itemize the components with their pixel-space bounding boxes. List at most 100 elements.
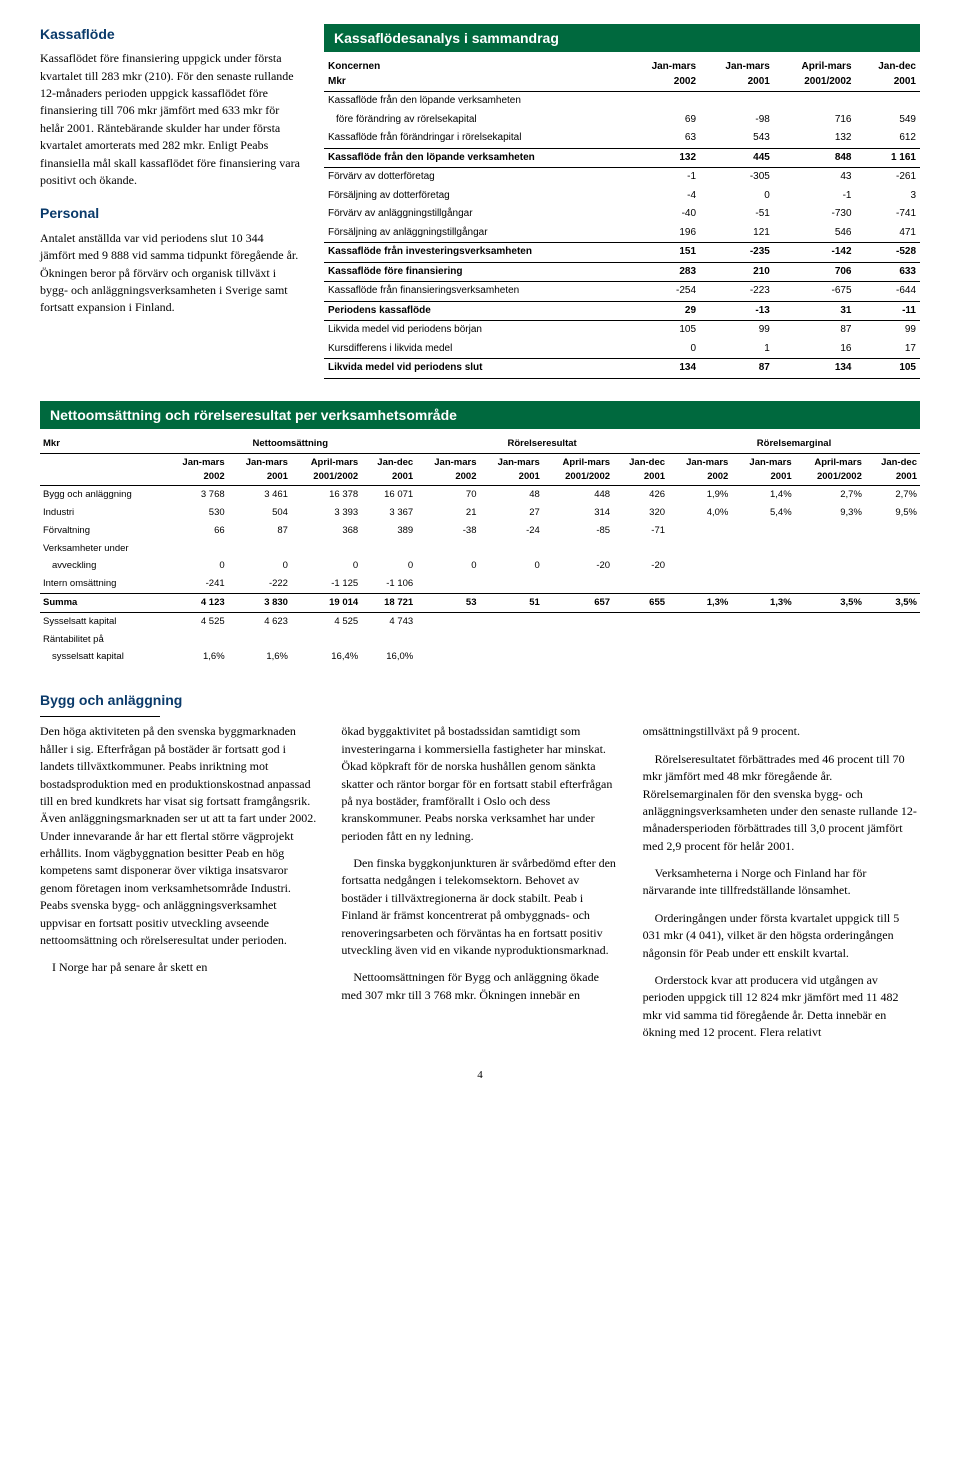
cell: 2,7%	[865, 486, 920, 504]
row-label: Förvärv av dotterföretag	[324, 168, 626, 187]
cell: 19 014	[291, 593, 361, 612]
table-row: Förvärv av anläggningstillgångar-40-51-7…	[324, 205, 920, 224]
cell	[795, 557, 865, 575]
cell: 16,0%	[361, 648, 416, 666]
section-title-kassaflode: Kassaflöde	[40, 24, 300, 44]
cell: 368	[291, 522, 361, 540]
cell	[416, 631, 479, 649]
cell: 612	[856, 129, 921, 148]
cell: 70	[416, 486, 479, 504]
cell	[865, 540, 920, 558]
cell: 1,6%	[228, 648, 291, 666]
cell: 5,4%	[731, 504, 794, 522]
cell	[613, 648, 668, 666]
cell: 1,4%	[731, 486, 794, 504]
cell: -223	[700, 282, 774, 302]
cell: 99	[700, 321, 774, 340]
cell: 4 525	[291, 612, 361, 630]
col-header: Jan-mars2001	[228, 453, 291, 486]
cell: 633	[856, 262, 921, 282]
cell: -222	[228, 575, 291, 593]
cell: -71	[613, 522, 668, 540]
page-number: 4	[40, 1068, 920, 1084]
col-header: Jan-dec2001	[856, 58, 921, 92]
cell: 2,7%	[795, 486, 865, 504]
cell	[228, 540, 291, 558]
cell	[228, 631, 291, 649]
cell: 3 461	[228, 486, 291, 504]
cell: -675	[774, 282, 856, 302]
col-header: Jan-dec2001	[865, 453, 920, 486]
table-row: Försäljning av dotterföretag-40-13	[324, 187, 920, 206]
table-row: före förändring av rörelsekapital69-9871…	[324, 111, 920, 130]
cell: 716	[774, 111, 856, 130]
cell	[795, 575, 865, 593]
col-header: Jan-mars2001	[480, 453, 543, 486]
cell: 21	[416, 504, 479, 522]
cell	[480, 540, 543, 558]
cell	[700, 92, 774, 111]
cell	[774, 92, 856, 111]
table-row: Kursdifferens i likvida medel011617	[324, 340, 920, 359]
row-label: Förvärv av anläggningstillgångar	[324, 205, 626, 224]
col-header	[40, 453, 164, 486]
section-title-personal: Personal	[40, 203, 300, 223]
cell: 99	[856, 321, 921, 340]
table-row: Industri5305043 3933 36721273143204,0%5,…	[40, 504, 920, 522]
paragraph: Den finska byggkonjunkturen är svårbedöm…	[341, 855, 618, 959]
table-row: Likvida medel vid periodens slut13487134…	[324, 359, 920, 379]
cell: 9,3%	[795, 504, 865, 522]
cell	[731, 575, 794, 593]
cell	[613, 575, 668, 593]
table-row: Kassaflöde från finansieringsverksamhete…	[324, 282, 920, 302]
col-header: Jan-mars2001	[731, 453, 794, 486]
cell	[865, 575, 920, 593]
cell: 63	[626, 129, 700, 148]
cell: 3,5%	[865, 593, 920, 612]
hdr-line: Koncernen	[328, 61, 380, 72]
row-label: Likvida medel vid periodens slut	[324, 359, 626, 379]
table-row: avveckling000000-20-20	[40, 557, 920, 575]
cell: 543	[700, 129, 774, 148]
table-row: Intern omsättning-241-222-1 125-1 106	[40, 575, 920, 593]
cell: 16 378	[291, 486, 361, 504]
cell: 3 768	[164, 486, 227, 504]
row-label: Försäljning av anläggningstillgångar	[324, 224, 626, 243]
row-label: Kursdifferens i likvida medel	[324, 340, 626, 359]
cell: 87	[774, 321, 856, 340]
paragraph: Orderingången under första kvartalet upp…	[643, 910, 920, 962]
cell: 448	[543, 486, 613, 504]
cell: 16 071	[361, 486, 416, 504]
cell: 31	[774, 301, 856, 321]
table-row: Kassaflöde från investeringsverksamheten…	[324, 243, 920, 263]
body-column-2: ökad byggaktivitet på bostadssidan samti…	[341, 723, 618, 1041]
cell: 1,9%	[668, 486, 731, 504]
cell: -730	[774, 205, 856, 224]
cell: 0	[626, 340, 700, 359]
col-header: April-mars2001/2002	[774, 58, 856, 92]
cell	[668, 557, 731, 575]
col-header: Mkr	[40, 435, 164, 453]
cell	[731, 522, 794, 540]
cell	[731, 648, 794, 666]
row-label: sysselsatt kapital	[40, 648, 164, 666]
cell	[731, 557, 794, 575]
col-header: Jan-mars2001	[700, 58, 774, 92]
cell	[291, 540, 361, 558]
cell: 546	[774, 224, 856, 243]
row-label: Bygg och anläggning	[40, 486, 164, 504]
cell: 657	[543, 593, 613, 612]
cell	[795, 648, 865, 666]
cell: 16	[774, 340, 856, 359]
top-row: Kassaflöde Kassaflödet före finansiering…	[40, 24, 920, 379]
cell: 121	[700, 224, 774, 243]
cell: -13	[700, 301, 774, 321]
section-title-bygg: Bygg och anläggning	[40, 690, 920, 710]
paragraph: ökad byggaktivitet på bostadssidan samti…	[341, 723, 618, 845]
cell: 706	[774, 262, 856, 282]
cell	[668, 631, 731, 649]
three-column-body: Den höga aktiviteten på den svenska bygg…	[40, 723, 920, 1041]
left-narrative-column: Kassaflöde Kassaflödet före finansiering…	[40, 24, 300, 379]
body-column-1: Den höga aktiviteten på den svenska bygg…	[40, 723, 317, 1041]
cell	[865, 631, 920, 649]
